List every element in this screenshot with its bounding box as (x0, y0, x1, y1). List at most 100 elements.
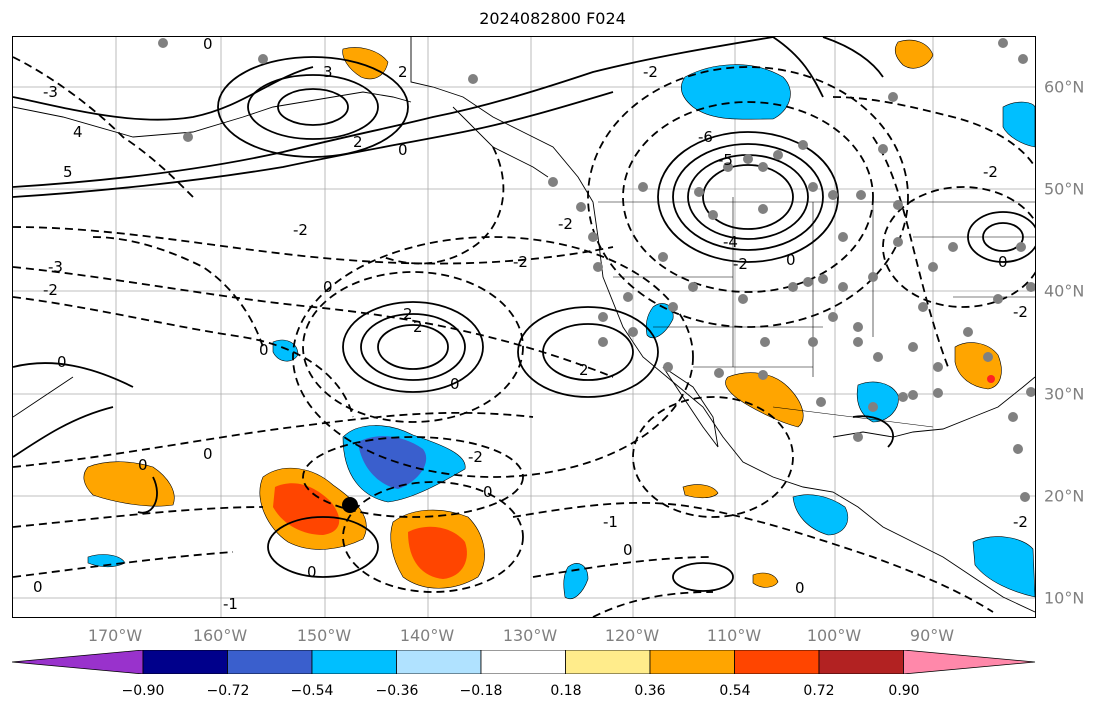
jet-contour (12, 36, 774, 188)
jet-contour (12, 91, 614, 198)
contour-label: 0 (795, 579, 805, 597)
warm-anomaly (83, 461, 175, 507)
lat-label: 40°N (1044, 281, 1085, 301)
graticule (13, 37, 1035, 617)
cool-anomaly (680, 64, 791, 120)
cold-anomaly (358, 436, 427, 489)
contour-label: 0 (307, 563, 317, 581)
contour-label: 0 (323, 278, 333, 296)
lat-label: 30°N (1044, 384, 1085, 404)
highlight-marker (342, 497, 358, 513)
station-markers (158, 38, 1036, 502)
contour-label: 4 (73, 123, 83, 141)
contour-label: 0 (57, 353, 67, 371)
colorbar-segment (311, 650, 397, 674)
contour-label: 0 (623, 541, 633, 559)
hot-anomaly (273, 483, 340, 535)
high-contour (360, 313, 466, 381)
high-contour (377, 324, 449, 370)
colorbar-segment (480, 650, 566, 674)
contour-label: -5 (718, 151, 733, 169)
high-contour (517, 306, 659, 398)
warm-anomaly (725, 372, 804, 428)
colorbar-label: −0.18 (459, 683, 503, 699)
lat-label: 60°N (1044, 77, 1085, 97)
high-contour (277, 88, 349, 126)
high-contour (702, 164, 794, 230)
lat-label: 10°N (1044, 588, 1085, 608)
colorbar-segment (142, 650, 228, 674)
colorbar-segment (396, 650, 482, 674)
colorbar-segment (565, 650, 651, 674)
contour-label: -2 (1013, 513, 1028, 531)
jet-contour (12, 362, 134, 458)
map-title: 2024082800 F024 (479, 9, 626, 28)
contour-label: -4 (723, 233, 738, 251)
jet-contour (772, 36, 884, 98)
contour-label-group: 0 -2 2 -3 3 4 2 0 5 -2 -3 -2 0 -2 2 2 0 … (33, 35, 1028, 613)
contour-label: 0 (998, 253, 1008, 271)
contour-label: 2 (413, 318, 423, 336)
lon-label: 130°W (502, 626, 558, 645)
warm-anomaly (954, 342, 1002, 390)
colorbar-label: 0.54 (719, 683, 751, 699)
high-contour (267, 516, 379, 578)
shaded-regions (83, 39, 1036, 599)
contour-label: -2 (468, 448, 483, 466)
hot-anomaly (408, 526, 467, 579)
contour-label: -2 (513, 253, 528, 271)
cool-anomaly (645, 303, 674, 339)
contour-label: -3 (48, 258, 63, 276)
jet-contour (12, 66, 314, 121)
colorbar-label: 0.72 (803, 683, 835, 699)
high-contour (342, 301, 484, 393)
contour-label: -2 (643, 63, 658, 81)
colorbar-segment (818, 650, 904, 674)
high-contour (672, 562, 734, 592)
contour-label: 0 (203, 445, 213, 463)
contour-label: 0 (786, 251, 796, 269)
warm-anomaly (342, 47, 389, 80)
contours (12, 36, 1039, 592)
colorbar-segment (649, 650, 735, 674)
lat-label: 20°N (1044, 486, 1085, 506)
map-svg: 0 -2 2 -3 3 4 2 0 5 -2 -3 -2 0 -2 2 2 0 … (12, 35, 1044, 618)
high-contour (217, 56, 409, 158)
contour-label: 0 (33, 578, 43, 596)
cool-anomaly (1002, 101, 1036, 148)
contour-label: 2 (579, 361, 589, 379)
contour-label: 0 (138, 456, 148, 474)
warm-anomaly (752, 572, 779, 588)
cool-anomaly (972, 536, 1036, 598)
contour-label: 2 (353, 133, 363, 151)
warm-anomaly (682, 484, 719, 499)
high-contour (657, 131, 839, 263)
high-contour (687, 154, 809, 240)
dashed-contours (12, 56, 1044, 618)
lon-label: 150°W (296, 626, 352, 645)
contour-label: -6 (698, 128, 713, 146)
cool-anomaly (792, 494, 849, 536)
contour-label: 2 (403, 305, 413, 323)
cool-anomaly (856, 381, 899, 423)
high-contour (247, 74, 379, 140)
contour-label: -2 (43, 281, 58, 299)
colorbar-label: −0.72 (206, 683, 250, 699)
colorbar-extend-left (12, 650, 144, 674)
contour-label: -2 (558, 215, 573, 233)
colorbar-label: −0.54 (290, 683, 334, 699)
high-contour (672, 143, 824, 251)
coastlines (12, 37, 1036, 613)
colorbar-label: 0.18 (550, 683, 582, 699)
lon-label: 110°W (706, 626, 762, 645)
high-contour (982, 222, 1024, 252)
colorbar-label: −0.90 (121, 683, 165, 699)
contour-label: 0 (483, 483, 493, 501)
contour-label: 0 (203, 37, 213, 53)
contour-label: -1 (223, 595, 238, 613)
contour-label: -2 (1013, 303, 1028, 321)
contour-label: -1 (603, 513, 618, 531)
lon-label: 160°W (192, 626, 248, 645)
lon-label: 90°W (909, 626, 955, 645)
colorbar-segment (227, 650, 313, 674)
